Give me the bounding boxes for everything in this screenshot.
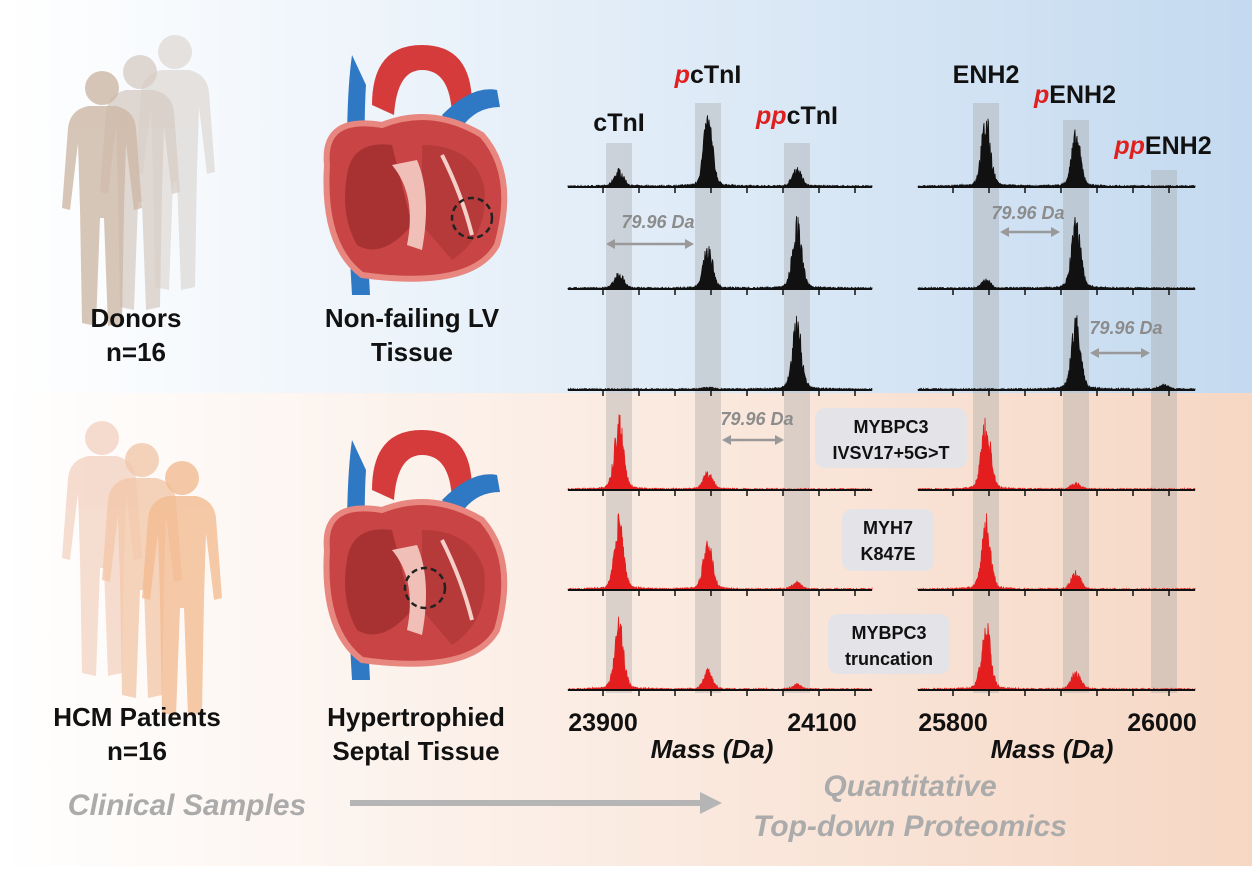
x-tick-label: 25800 — [918, 709, 988, 737]
x-tick-label: 23900 — [568, 709, 638, 737]
spectrum — [567, 115, 873, 188]
mutation-variant: truncation — [845, 649, 933, 669]
peak-label: cTnI — [593, 109, 644, 137]
mutation-gene: MYBPC3 — [853, 417, 928, 437]
mass-shift-label: 79.96 Da — [621, 212, 694, 232]
peak-label: ppcTnI — [755, 102, 838, 130]
mass-shift-label: 79.96 Da — [991, 203, 1064, 223]
peak-label: ENH2 — [953, 61, 1020, 89]
spectra — [567, 115, 1196, 696]
footer-right: Top-down Proteomics — [753, 810, 1067, 843]
spectrum — [917, 513, 1196, 592]
subjects-label: Donors — [91, 303, 182, 333]
footer-left: Clinical Samples — [68, 789, 306, 822]
tissue-label: Septal Tissue — [332, 736, 499, 766]
subjects-label: HCM Patients — [53, 702, 221, 732]
x-tick-label: 24100 — [787, 709, 857, 737]
mass-shift-label: 79.96 Da — [1089, 318, 1162, 338]
mutation-gene: MYBPC3 — [851, 623, 926, 643]
spectrum — [917, 118, 1196, 189]
mass-shift-label: 79.96 Da — [720, 409, 793, 429]
spectrum — [567, 216, 873, 290]
footer-arrow — [350, 792, 722, 814]
mutation-boxes — [815, 408, 967, 674]
subjects-count: n=16 — [107, 736, 167, 766]
x-axis-label: Mass (Da) — [991, 734, 1114, 764]
peak-label: ppENH2 — [1113, 132, 1211, 160]
tissue-label: Non-failing LV — [325, 303, 500, 333]
heart-healthy — [326, 45, 504, 295]
top-panel — [0, 0, 1252, 393]
x-tick-label: 26000 — [1127, 709, 1197, 737]
footer-right: Quantitative — [823, 770, 996, 803]
subjects-count: n=16 — [106, 337, 166, 367]
tissue-label: Hypertrophied — [327, 702, 505, 732]
peak-label: pENH2 — [1033, 81, 1116, 109]
spectrum — [567, 414, 873, 492]
x-axis-label: Mass (Da) — [651, 734, 774, 764]
mutation-variant: IVSV17+5G>T — [832, 443, 949, 463]
mutation-gene: MYH7 — [863, 518, 913, 538]
heart-hcm — [326, 430, 504, 680]
tissue-label: Tissue — [371, 337, 453, 367]
mutation-variant: K847E — [860, 544, 915, 564]
mass-shift-arrows — [606, 227, 1150, 445]
peak-label: pcTnI — [674, 61, 742, 89]
